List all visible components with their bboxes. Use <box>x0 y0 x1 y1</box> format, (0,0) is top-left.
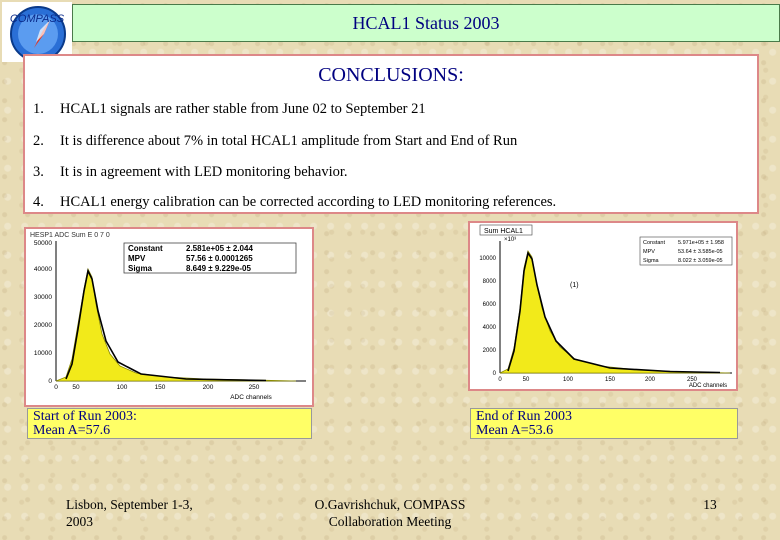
caption-title: End of Run 2003 <box>476 409 573 424</box>
start-of-run-caption: Start of Run 2003: Mean A=57.6 <box>27 408 312 439</box>
logo-text: COMPASS <box>10 13 65 25</box>
y-tick-label: 0 <box>48 378 52 385</box>
y-tick-label: 50000 <box>34 240 52 247</box>
x-tick-label: 150 <box>605 377 616 383</box>
conclusions-box: CONCLUSIONS: 1. HCAL1 signals are rather … <box>23 54 759 214</box>
x-tick-label: 50 <box>523 377 530 383</box>
x-tick-label: 0 <box>54 384 58 391</box>
y-tick-label: 6000 <box>483 302 497 308</box>
conclusion-item: 1. HCAL1 signals are rather stable from J… <box>33 101 426 118</box>
plot-header: HESP1 ADC Sum E 0 7 0 <box>30 232 110 239</box>
footer-author-line: O.Gavrishchuk, COMPASS <box>314 497 466 512</box>
conclusion-text: It is in agreement with LED monitoring b… <box>60 164 348 180</box>
caption-mean: Mean A=57.6 <box>33 423 111 438</box>
plot-scale: ×10³ <box>504 237 516 243</box>
x-tick-label: 250 <box>249 384 260 391</box>
x-axis-label: ADC channels <box>230 394 272 401</box>
conclusion-text: HCAL1 energy calibration can be correcte… <box>60 194 557 210</box>
stat-value: 57.56 ± 0.0001265 <box>186 254 253 263</box>
conclusion-number: 2. <box>33 133 44 149</box>
plot-annotation: (1) <box>570 282 579 289</box>
compass-logo-icon: COMPASS <box>10 6 66 62</box>
stat-value: 8.649 ± 9.229e-05 <box>186 264 251 273</box>
footer-venue-year: 2003 <box>66 514 93 529</box>
conclusion-text: HCAL1 signals are rather stable from Jun… <box>60 101 426 117</box>
end-of-run-histogram: Sum HCAL1 ×10³ (1) Constant 5.971e+05 ± … <box>479 224 733 389</box>
slide-title: HCAL1 Status 2003 <box>352 12 500 33</box>
caption-mean: Mean A=53.6 <box>476 423 554 438</box>
start-of-run-plot: HESP1 ADC Sum E 0 7 0 Constant 2.581e+05… <box>24 227 314 407</box>
y-tick-label: 2000 <box>483 348 497 354</box>
conclusions-title: CONCLUSIONS: <box>318 64 464 86</box>
stat-value: 2.581e+05 ± 2.044 <box>186 244 253 253</box>
x-tick-label: 200 <box>645 377 656 383</box>
x-tick-label: 0 <box>498 377 502 383</box>
slide-title-bar: HCAL1 Status 2003 <box>72 4 780 42</box>
x-tick-label: 50 <box>72 384 80 391</box>
stat-label: Sigma <box>643 258 660 264</box>
caption-title: Start of Run 2003: <box>33 409 137 424</box>
end-of-run-caption: End of Run 2003 Mean A=53.6 <box>470 408 738 439</box>
y-tick-label: 10000 <box>479 256 496 262</box>
x-axis-label: ADC channels <box>689 383 727 389</box>
x-tick-label: 100 <box>563 377 574 383</box>
conclusion-item: 2. It is difference about 7% in total HCA… <box>33 133 517 150</box>
x-tick-label: 200 <box>203 384 214 391</box>
footer-venue-line: Lisbon, September 1-3, <box>66 497 193 512</box>
y-tick-label: 40000 <box>34 266 52 273</box>
start-of-run-histogram: HESP1 ADC Sum E 0 7 0 Constant 2.581e+05… <box>30 232 306 401</box>
end-of-run-plot: Sum HCAL1 ×10³ (1) Constant 5.971e+05 ± … <box>468 221 738 391</box>
x-tick-label: 250 <box>687 377 698 383</box>
plot-header: Sum HCAL1 <box>484 228 523 235</box>
stat-label: Constant <box>128 244 163 253</box>
conclusion-item: 4. HCAL1 energy calibration can be correc… <box>33 194 556 211</box>
stat-value: 5.971e+05 ± 1.958 <box>678 240 724 246</box>
stat-label: MPV <box>128 254 146 263</box>
y-tick-label: 20000 <box>34 322 52 329</box>
stat-value: 8.022 ± 3.059e-05 <box>678 258 723 264</box>
footer-venue: Lisbon, September 1-3, 2003 <box>66 496 226 530</box>
footer-meeting-line: Collaboration Meeting <box>328 514 452 529</box>
conclusion-number: 3. <box>33 164 44 180</box>
conclusion-number: 4. <box>33 194 44 210</box>
y-tick-label: 0 <box>493 371 497 377</box>
y-tick-label: 10000 <box>34 350 52 357</box>
conclusion-number: 1. <box>33 101 44 117</box>
y-tick-label: 8000 <box>483 279 497 285</box>
footer-author: O.Gavrishchuk, COMPASS Collaboration Mee… <box>300 496 480 530</box>
conclusion-item: 3. It is in agreement with LED monitoring… <box>33 164 348 181</box>
stat-value: 53.64 ± 3.585e-05 <box>678 249 723 255</box>
conclusion-text: It is difference about 7% in total HCAL1… <box>60 133 518 149</box>
stat-label: MPV <box>643 249 655 255</box>
x-tick-label: 150 <box>155 384 166 391</box>
stat-label: Sigma <box>128 264 153 273</box>
page-number: 13 <box>703 497 717 512</box>
x-tick-label: 100 <box>117 384 128 391</box>
y-tick-label: 4000 <box>483 325 497 331</box>
stat-label: Constant <box>643 240 665 246</box>
y-tick-label: 30000 <box>34 294 52 301</box>
compass-logo: COMPASS <box>2 2 72 62</box>
